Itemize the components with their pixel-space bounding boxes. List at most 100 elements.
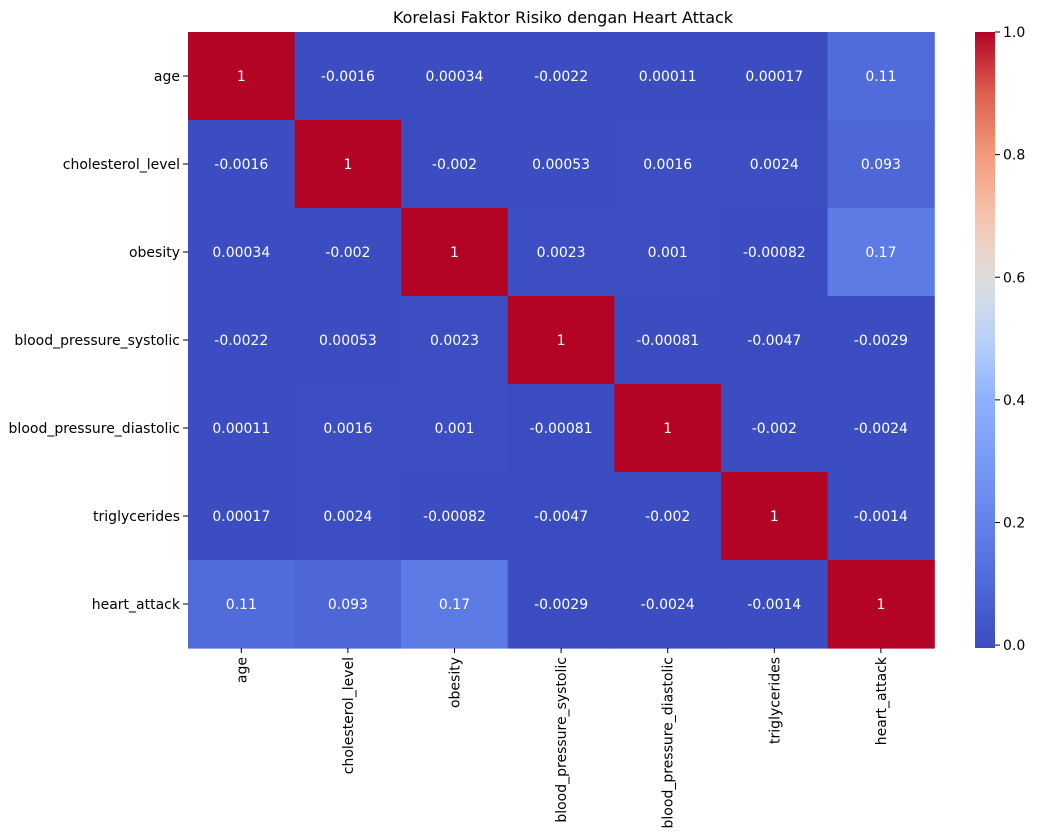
- heatmap-cell: [721, 120, 829, 209]
- heatmap-cell: [721, 296, 829, 385]
- heatmap-cell: [188, 120, 296, 209]
- cell-annotation: 0.00017: [212, 509, 270, 525]
- cell-annotation: 0.001: [648, 245, 688, 261]
- cell-annotation: -0.0016: [214, 157, 268, 173]
- cell-annotation: 0.17: [865, 245, 896, 261]
- cell-annotation: 1: [343, 157, 352, 173]
- heatmap-cell: [614, 472, 722, 561]
- cell-annotation: -0.0047: [534, 509, 588, 525]
- colorbar: 0.0 0.2 0.4 0.6 0.8 1.0: [975, 25, 1025, 654]
- cell-annotation: 0.00034: [426, 69, 484, 85]
- heatmap-cell: [401, 472, 509, 561]
- heatmap-cell: [294, 560, 402, 649]
- heatmap-cell: [614, 384, 722, 473]
- y-tick-label: obesity: [129, 245, 180, 261]
- heatmap-cell: [507, 472, 615, 561]
- heatmap-cell: [294, 32, 402, 121]
- heatmap-cell: [827, 120, 935, 209]
- heatmap-cell: [614, 32, 722, 121]
- cell-annotation: 0.0024: [323, 509, 372, 525]
- cell-annotation: -0.0029: [534, 597, 588, 613]
- heatmap-cell: [721, 32, 829, 121]
- cell-annotation: -0.00082: [423, 509, 486, 525]
- cell-annotation: -0.002: [752, 421, 797, 437]
- cell-annotation: -0.0016: [321, 69, 375, 85]
- colorbar-tick-label: 0.8: [1003, 148, 1025, 164]
- x-tick-label: blood_pressure_diastolic: [661, 657, 677, 828]
- cell-annotation: 0.00017: [745, 69, 803, 85]
- heatmap-cell: [827, 208, 935, 297]
- heatmap-cell: [401, 384, 509, 473]
- cell-annotation: -0.0029: [854, 333, 908, 349]
- heatmap-cell: [507, 560, 615, 649]
- cell-annotation: -0.0047: [747, 333, 801, 349]
- heatmap-cell: [188, 560, 296, 649]
- cell-annotation: 0.093: [861, 157, 901, 173]
- heatmap-cell: [507, 120, 615, 209]
- colorbar-ticks: 0.0 0.2 0.4 0.6 0.8 1.0: [995, 25, 1025, 654]
- cell-annotation: 0.0023: [430, 333, 479, 349]
- cell-annotation: -0.002: [645, 509, 690, 525]
- heatmap-cell: [721, 472, 829, 561]
- heatmap-cell: [401, 560, 509, 649]
- cell-annotation: 1: [450, 245, 459, 261]
- heatmap-cell: [507, 384, 615, 473]
- cell-annotation: -0.0024: [641, 597, 695, 613]
- cell-annotation: 0.001: [434, 421, 474, 437]
- heatmap-cell: [401, 208, 509, 297]
- colorbar-tick-label: 0.2: [1003, 515, 1025, 531]
- cell-annotation: -0.0024: [854, 421, 908, 437]
- heatmap-cell: [827, 296, 935, 385]
- cell-annotation: 0.0016: [643, 157, 692, 173]
- heatmap-cell: [721, 208, 829, 297]
- heatmap-cell: [507, 32, 615, 121]
- y-tick-label: triglycerides: [93, 509, 180, 525]
- heatmap-cell: [614, 120, 722, 209]
- cell-annotation: 1: [876, 597, 885, 613]
- x-tick-label: age: [234, 657, 250, 683]
- cell-annotation: -0.0014: [747, 597, 801, 613]
- colorbar-tick-label: 0.0: [1003, 638, 1025, 654]
- cell-annotation: 1: [557, 333, 566, 349]
- heatmap-cell: [507, 208, 615, 297]
- cell-annotation: 0.00053: [532, 157, 590, 173]
- heatmap-cell: [401, 120, 509, 209]
- heatmap-cell: [827, 384, 935, 473]
- x-tick-label: blood_pressure_systolic: [554, 657, 570, 823]
- cell-annotation: -0.002: [432, 157, 477, 173]
- colorbar-tick-label: 1.0: [1003, 25, 1025, 41]
- heatmap-cell: [401, 32, 509, 121]
- heatmap-annotations: 1 -0.0016 0.00034 -0.0022 0.00011 0.00017 0.11…: [212, 69, 908, 613]
- heatmap-cell: [401, 296, 509, 385]
- cell-annotation: 0.00011: [212, 421, 270, 437]
- cell-annotation: -0.0022: [534, 69, 588, 85]
- heatmap-cell: [827, 560, 935, 649]
- heatmap-cell: [294, 384, 402, 473]
- heatmap-cell: [614, 296, 722, 385]
- cell-annotation: 1: [237, 69, 246, 85]
- cell-annotation: 0.00034: [212, 245, 270, 261]
- heatmap-cell: [721, 560, 829, 649]
- heatmap-cell: [188, 296, 296, 385]
- cell-annotation: 1: [770, 509, 779, 525]
- y-tick-label: cholesterol_level: [63, 157, 180, 173]
- cell-annotation: 0.093: [328, 597, 368, 613]
- cell-annotation: 0.11: [865, 69, 896, 85]
- cell-annotation: 0.0024: [750, 157, 799, 173]
- cell-annotation: 0.00053: [319, 333, 377, 349]
- x-axis: age cholesterol_level obesity blood_pressur…: [234, 648, 890, 828]
- cell-annotation: 0.00011: [639, 69, 697, 85]
- cell-annotation: 0.0023: [537, 245, 586, 261]
- cell-annotation: 1: [663, 421, 672, 437]
- heatmap-cell: [827, 32, 935, 121]
- heatmap-cell: [294, 296, 402, 385]
- y-tick-label: blood_pressure_systolic: [14, 333, 180, 349]
- heatmap-cell: [188, 208, 296, 297]
- cell-annotation: 0.0016: [323, 421, 372, 437]
- y-tick-label: heart_attack: [92, 597, 181, 613]
- heatmap-cell: [294, 472, 402, 561]
- cell-annotation: -0.0014: [854, 509, 908, 525]
- heatmap-cell: [294, 120, 402, 209]
